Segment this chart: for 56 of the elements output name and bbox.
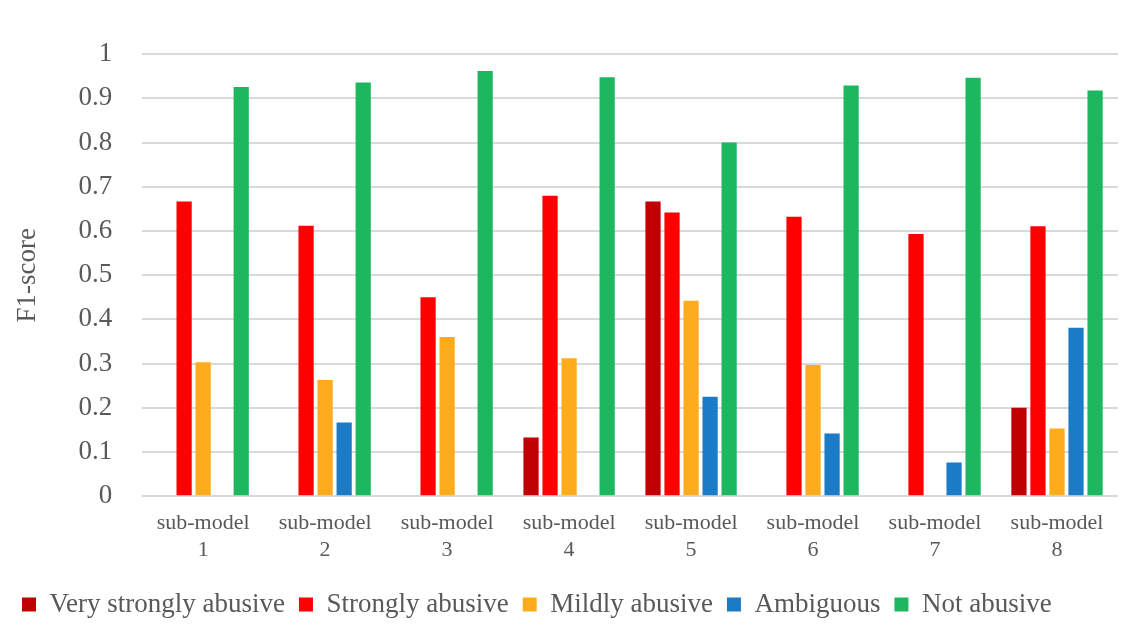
x-tick-label: sub-model 8 — [1010, 509, 1104, 561]
bar — [946, 462, 962, 496]
y-tick-label: 0.3 — [78, 346, 113, 377]
bar — [702, 396, 718, 496]
bar — [1068, 327, 1084, 496]
y-tick-label: 0.4 — [78, 302, 113, 333]
bar — [1011, 407, 1027, 496]
bar — [233, 86, 249, 496]
y-tick-label: 0.6 — [78, 214, 113, 245]
bar — [683, 300, 699, 496]
x-tick-label: sub-model 2 — [278, 509, 372, 561]
bar — [176, 201, 192, 496]
x-tick-label: sub-model 7 — [888, 509, 982, 561]
bar — [664, 212, 680, 496]
bar — [439, 337, 455, 496]
bar — [1087, 90, 1103, 496]
y-tick-label: 0 — [98, 479, 113, 510]
bar — [721, 142, 737, 496]
legend-label: Mildly abusive — [550, 587, 713, 618]
y-tick-label: 0.8 — [78, 125, 113, 156]
bar — [542, 195, 558, 496]
bar — [477, 71, 493, 496]
x-tick-label: sub-model 1 — [156, 509, 250, 561]
bar — [1030, 226, 1046, 496]
bar — [645, 201, 661, 496]
bar — [336, 422, 352, 496]
x-tick-label: sub-model 5 — [644, 509, 738, 561]
bar — [420, 297, 436, 496]
y-tick-label: 1 — [98, 37, 113, 68]
bar — [298, 225, 314, 496]
bar — [561, 358, 577, 496]
x-tick-label: sub-model 4 — [522, 509, 616, 561]
x-tick-label: sub-model 6 — [766, 509, 860, 561]
x-tick-label: sub-model 3 — [400, 509, 494, 561]
y-tick-label: 0.7 — [78, 169, 113, 200]
bar — [599, 77, 615, 496]
bar — [195, 362, 211, 496]
y-tick-label: 0.1 — [78, 435, 113, 466]
legend-label: Not abusive — [921, 587, 1052, 618]
legend-label: Strongly abusive — [326, 587, 509, 618]
y-tick-label: 0.5 — [78, 258, 113, 289]
bar — [805, 364, 821, 496]
legend-label: Ambiguous — [754, 587, 881, 618]
bar — [523, 437, 539, 496]
bar — [317, 379, 333, 496]
bar — [908, 234, 924, 496]
bar — [965, 77, 981, 496]
bar — [1049, 428, 1065, 496]
y-tick-label: 0.2 — [78, 390, 113, 421]
bar — [824, 433, 840, 496]
y-axis-title: F1-score — [11, 227, 42, 323]
y-tick-label: 0.9 — [78, 81, 113, 112]
bar — [843, 85, 859, 496]
bar — [355, 82, 371, 496]
legend-label: Very strongly abusive — [49, 587, 285, 618]
bar — [786, 216, 802, 496]
